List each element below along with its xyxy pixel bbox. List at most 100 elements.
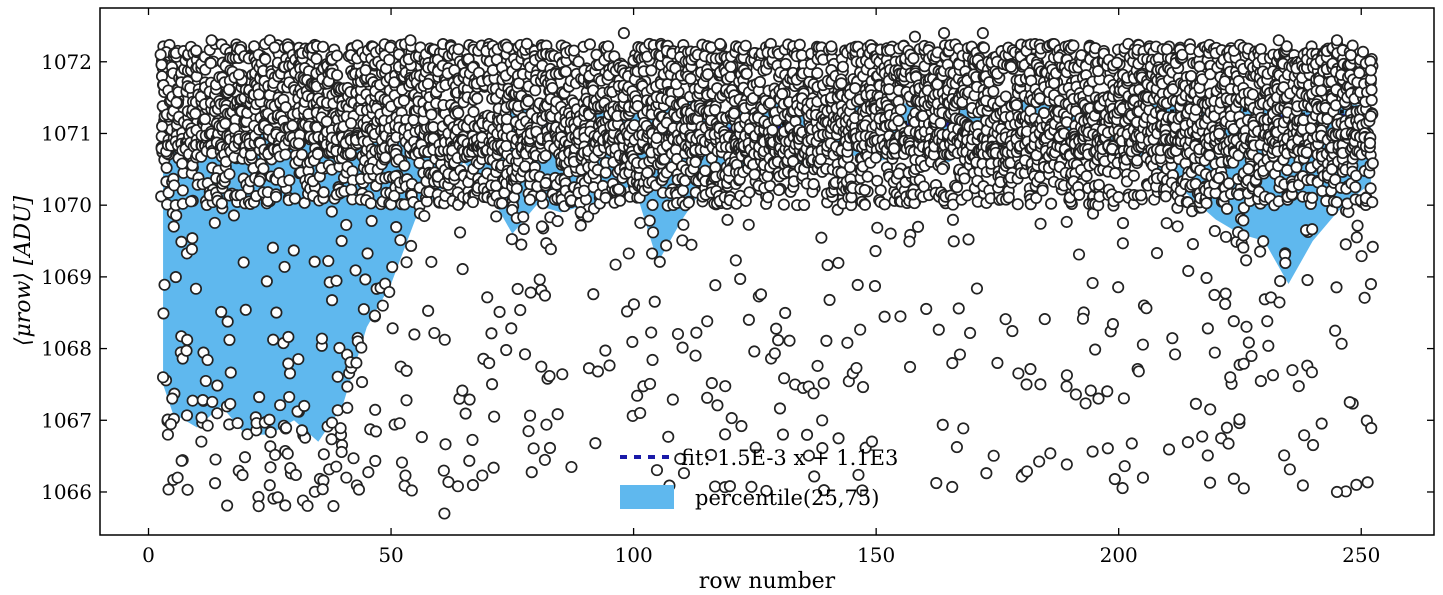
- scatter-point: [962, 233, 975, 246]
- scatter-point: [232, 68, 245, 81]
- scatter-point: [486, 378, 499, 391]
- scatter-point: [437, 464, 450, 477]
- scatter-point: [832, 256, 845, 269]
- scatter-point: [483, 357, 496, 370]
- scatter-point: [742, 218, 755, 231]
- scatter-point: [287, 244, 300, 257]
- scatter-point: [355, 341, 368, 354]
- scatter-point: [920, 302, 933, 315]
- scatter-point: [719, 380, 732, 393]
- scatter-point: [849, 82, 862, 95]
- scatter-point: [308, 255, 321, 268]
- scatter-point: [519, 160, 532, 173]
- scatter-point: [175, 235, 188, 248]
- scatter-point: [466, 478, 479, 492]
- scatter-point: [518, 348, 532, 361]
- scatter-point: [168, 179, 181, 192]
- scatter-point: [1073, 188, 1086, 201]
- scatter-point: [270, 306, 283, 319]
- scatter-point: [357, 303, 370, 316]
- scatter-point: [405, 239, 418, 253]
- scatter-point: [1106, 318, 1119, 331]
- scatter-point: [1034, 378, 1047, 391]
- scatter-point: [288, 192, 301, 205]
- scatter-point: [811, 67, 824, 80]
- scatter-point: [977, 41, 991, 54]
- scatter-point: [181, 333, 194, 346]
- scatter-point: [322, 254, 335, 268]
- scatter-point: [335, 445, 348, 459]
- scatter-point: [327, 500, 340, 513]
- scatter-point: [735, 419, 748, 433]
- scatter-point: [878, 198, 891, 211]
- scatter-point: [196, 394, 209, 407]
- scatter-point: [522, 425, 535, 438]
- scatter-point: [439, 438, 452, 451]
- scatter-point: [341, 401, 354, 414]
- scatter-point: [316, 483, 329, 496]
- scatter-point: [660, 239, 673, 252]
- scatter-point: [274, 399, 287, 412]
- scatter-point: [646, 353, 659, 367]
- scatter-point: [1037, 106, 1051, 119]
- scatter-point: [524, 409, 537, 422]
- scatter-point: [231, 417, 244, 430]
- scatter-point: [612, 183, 625, 196]
- scatter-point: [201, 419, 214, 432]
- scatter-point: [650, 464, 664, 477]
- scatter-point: [298, 399, 311, 412]
- scatter-point: [622, 247, 635, 260]
- scatter-point: [648, 295, 661, 308]
- scatter-point: [602, 40, 615, 53]
- scatter-point: [836, 60, 849, 73]
- scatter-point: [289, 468, 302, 482]
- scatter-point: [280, 421, 293, 434]
- scatter-point: [724, 60, 737, 73]
- scatter-point: [952, 302, 965, 315]
- scatter-point: [164, 418, 177, 431]
- scatter-point: [514, 304, 527, 317]
- scatter-point: [666, 393, 679, 406]
- scatter-point: [224, 397, 237, 410]
- scatter-point: [821, 259, 834, 272]
- scatter-point: [476, 469, 489, 482]
- scatter-point: [418, 209, 431, 223]
- scatter-point: [369, 454, 382, 467]
- scatter-point: [1004, 60, 1018, 73]
- scatter-point: [705, 377, 718, 390]
- scatter-point: [599, 344, 612, 357]
- scatter-point: [535, 360, 548, 373]
- scatter-point: [400, 394, 413, 407]
- scatter-point: [936, 418, 949, 431]
- scatter-point: [869, 245, 882, 258]
- scatter-point: [383, 285, 396, 299]
- scatter-point: [395, 456, 409, 469]
- scatter-point: [505, 322, 518, 335]
- scatter-point: [209, 453, 222, 466]
- scatter-point: [753, 75, 767, 89]
- scatter-point: [198, 113, 212, 126]
- scatter-point: [224, 366, 237, 379]
- scatter-point: [527, 442, 540, 455]
- scatter-point: [1038, 313, 1051, 326]
- scatter-point: [772, 183, 786, 197]
- scatter-point: [647, 226, 660, 239]
- scatter-point: [204, 57, 217, 70]
- scatter-point: [386, 322, 399, 335]
- scatter-point: [315, 332, 328, 345]
- scatter-point: [936, 162, 949, 176]
- scatter-point: [281, 447, 294, 460]
- scatter-point: [950, 181, 964, 194]
- scatter-point: [282, 330, 295, 343]
- scatter-point: [543, 369, 556, 383]
- scatter-point: [253, 175, 266, 188]
- scatter-point: [407, 113, 420, 127]
- scatter-point: [369, 403, 382, 416]
- scatter-point: [868, 280, 882, 293]
- scatter-point: [911, 220, 925, 233]
- scatter-point: [331, 69, 344, 82]
- scatter-point: [1020, 465, 1034, 478]
- scatter-point: [456, 263, 469, 276]
- scatter-point: [930, 476, 943, 490]
- scatter-point: [852, 468, 865, 481]
